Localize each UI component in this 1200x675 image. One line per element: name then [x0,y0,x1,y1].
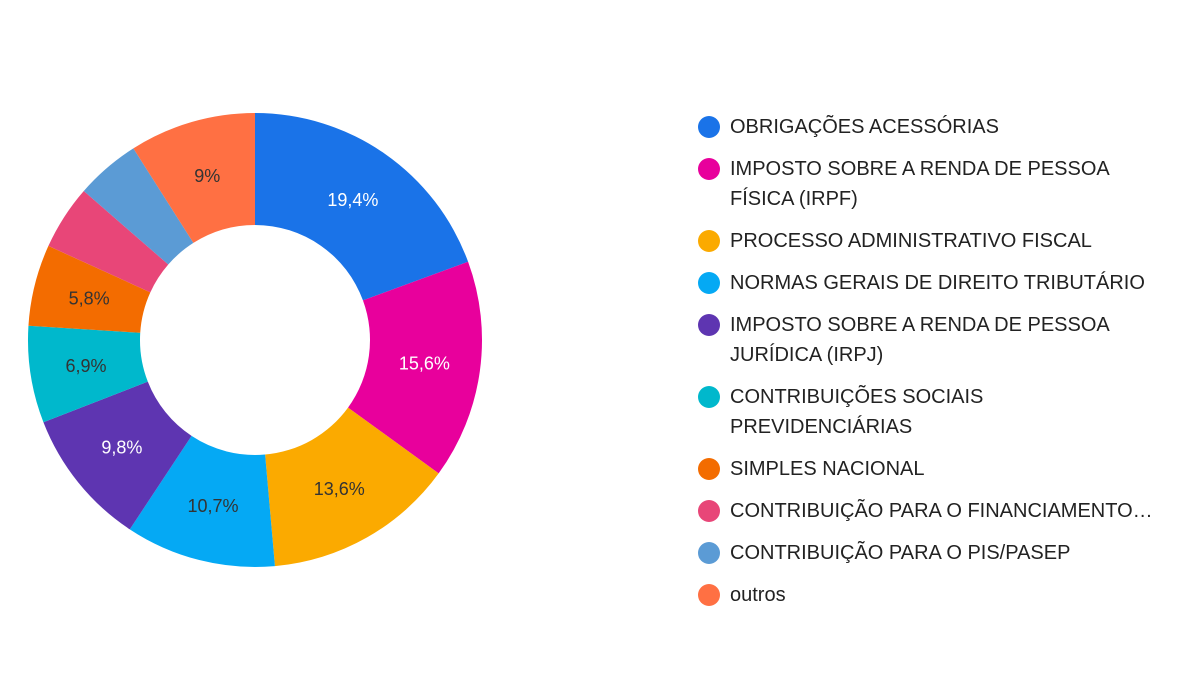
slice-value-label: 9% [194,166,220,186]
slice-value-label: 5,8% [69,289,110,309]
legend-item[interactable]: NORMAS GERAIS DE DIREITO TRIBUTÁRIO [698,268,1178,298]
slice-value-label: 19,4% [327,190,378,210]
legend-label: IMPOSTO SOBRE A RENDA DE PESSOA JURÍDICA… [730,314,1109,366]
donut-slice[interactable] [43,381,192,530]
legend-item[interactable]: OBRIGAÇÕES ACESSÓRIAS [698,112,1178,142]
slice-value-label: 6,9% [66,356,107,376]
chart-legend: OBRIGAÇÕES ACESSÓRIAS IMPOSTO SOBRE A REN… [698,112,1178,622]
legend-item[interactable]: CONTRIBUIÇÃO PARA O FINANCIAMENTO… [698,496,1178,526]
donut-slice[interactable] [27,325,148,423]
legend-swatch [698,584,720,606]
legend-swatch [698,116,720,138]
legend-label: OBRIGAÇÕES ACESSÓRIAS [730,116,999,138]
donut-slice[interactable] [83,148,194,265]
legend-item[interactable]: CONTRIBUIÇÕES SOCIAIS PREVIDENCIÁRIAS [698,382,1178,442]
legend-swatch [698,158,720,180]
legend-label: IMPOSTO SOBRE A RENDA DE PESSOA FÍSICA (… [730,158,1109,210]
legend-label: CONTRIBUIÇÕES SOCIAIS PREVIDENCIÁRIAS [730,386,984,438]
legend-label: outros [730,584,786,606]
slice-value-label: 9,8% [101,437,142,457]
slice-value-label: 13,6% [314,479,365,499]
donut-slice[interactable] [255,113,469,301]
legend-swatch [698,272,720,294]
legend-item[interactable]: outros [698,580,1178,610]
legend-swatch [698,500,720,522]
legend-label: SIMPLES NACIONAL [730,458,925,480]
legend-item[interactable]: SIMPLES NACIONAL [698,454,1178,484]
legend-swatch [698,386,720,408]
legend-swatch [698,314,720,336]
legend-swatch [698,458,720,480]
legend-swatch [698,230,720,252]
donut-slice[interactable] [48,190,169,293]
donut-slice[interactable] [28,245,151,333]
legend-item[interactable]: IMPOSTO SOBRE A RENDA DE PESSOA FÍSICA (… [698,154,1178,214]
legend-label: CONTRIBUIÇÃO PARA O PIS/PASEP [730,542,1071,564]
legend-swatch [698,542,720,564]
donut-slice[interactable] [129,435,275,567]
slice-value-label: 15,6% [399,354,450,374]
legend-item[interactable]: CONTRIBUIÇÃO PARA O PIS/PASEP [698,538,1178,568]
legend-item[interactable]: IMPOSTO SOBRE A RENDA DE PESSOA JURÍDICA… [698,310,1178,370]
legend-label: CONTRIBUIÇÃO PARA O FINANCIAMENTO… [730,500,1153,522]
legend-label: PROCESSO ADMINISTRATIVO FISCAL [730,230,1092,252]
slice-value-label: 10,7% [187,496,238,516]
donut-slice[interactable] [348,261,482,474]
donut-slice[interactable] [265,407,439,567]
donut-slice[interactable] [133,113,255,243]
legend-label: NORMAS GERAIS DE DIREITO TRIBUTÁRIO [730,272,1145,294]
legend-item[interactable]: PROCESSO ADMINISTRATIVO FISCAL [698,226,1178,256]
